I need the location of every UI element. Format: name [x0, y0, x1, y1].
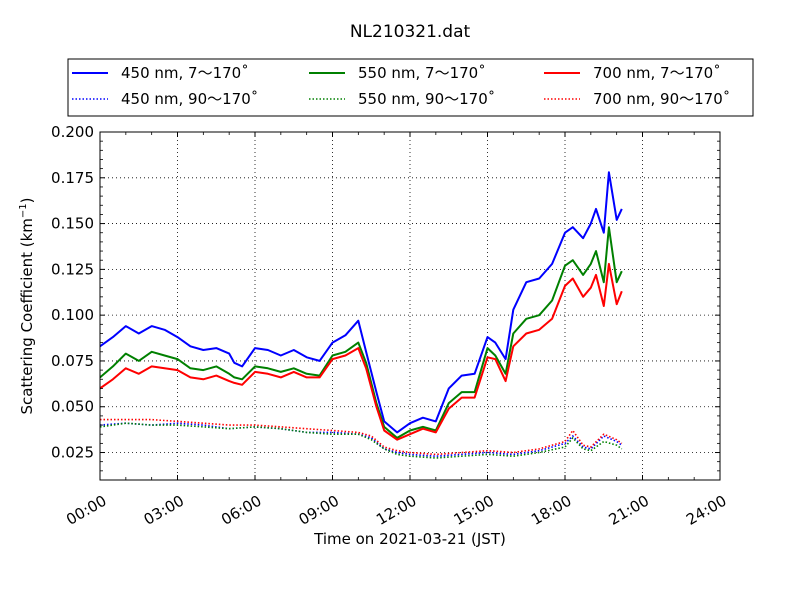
chart-title: NL210321.dat: [350, 22, 471, 42]
y-tick-label: 0.075: [51, 352, 94, 370]
y-tick-label: 0.200: [51, 123, 94, 141]
y-tick-label: 0.100: [51, 306, 94, 324]
series-line-4: [100, 422, 623, 459]
legend: 450 nm, 7～170˚ 550 nm, 7～170˚ 700 nm, 7～17…: [67, 58, 754, 117]
series-line-2: [100, 262, 623, 441]
y-tick-label: 0.150: [51, 215, 94, 233]
y-axis-label-close: ): [18, 197, 36, 203]
series-line-5: [100, 418, 623, 456]
y-tick-label: 0.125: [51, 260, 94, 278]
y-axis: 0.025 0.050 0.075 0.100 0.125 0.150 0.175 0.200: [51, 123, 720, 472]
legend-label: 450 nm, 7～170˚: [121, 64, 249, 82]
series-line-3: [100, 422, 623, 458]
y-tick-label: 0.025: [51, 444, 94, 462]
legend-label: 550 nm, 7～170˚: [358, 64, 486, 82]
y-tick-label: 0.175: [51, 169, 94, 187]
series-line-0: [100, 171, 623, 434]
y-axis-label-main: Scattering Coefficient (km: [18, 218, 36, 414]
y-axis-label: Scattering Coefficient (km−1): [18, 197, 36, 414]
legend-label: 450 nm, 90～170˚: [121, 90, 258, 108]
legend-items: 450 nm, 7～170˚ 550 nm, 7～170˚ 700 nm, 7～17…: [72, 64, 730, 108]
y-axis-label-exponent: −1: [18, 203, 29, 218]
grid: [100, 132, 720, 480]
legend-frame: [67, 58, 754, 117]
x-axis-label: Time on 2021-03-21 (JST): [313, 530, 506, 548]
legend-label: 700 nm, 7～170˚: [593, 64, 721, 82]
series-line-1: [100, 226, 623, 439]
legend-label: 550 nm, 90～170˚: [358, 90, 495, 108]
legend-label: 700 nm, 90～170˚: [593, 90, 730, 108]
series-layer: [100, 171, 623, 459]
y-tick-label: 0.050: [51, 398, 94, 416]
